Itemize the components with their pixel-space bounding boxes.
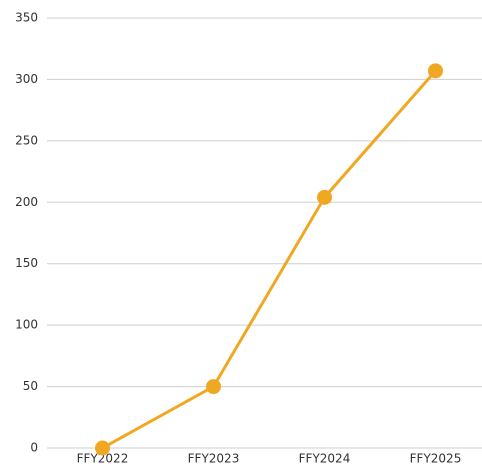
y-tick-label: 250 — [15, 133, 38, 147]
x-tick-label: FFY2025 — [410, 452, 462, 464]
point — [95, 440, 110, 456]
point — [317, 189, 332, 205]
y-tick-label: 350 — [15, 11, 38, 25]
y-tick-label: 150 — [15, 256, 38, 270]
x-tick-label: FFY2022 — [77, 452, 129, 464]
point — [206, 379, 221, 395]
x-tick-label: FFY2023 — [188, 452, 240, 464]
y-tick-label: 50 — [23, 379, 38, 393]
y-tick-label: 300 — [15, 72, 38, 86]
point — [428, 63, 443, 79]
y-tick-label: 0 — [30, 441, 38, 455]
line — [101, 69, 437, 450]
y-tick-label: 100 — [15, 318, 38, 332]
x-tick-label: FFY2024 — [299, 452, 351, 464]
y-tick-label: 200 — [15, 195, 38, 209]
